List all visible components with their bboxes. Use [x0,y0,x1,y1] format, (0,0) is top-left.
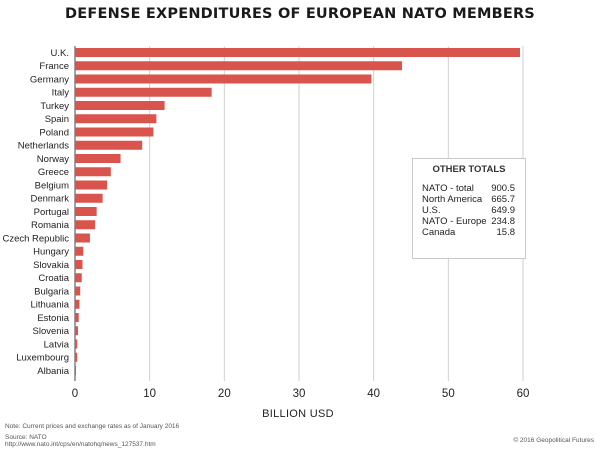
totals-row-value: 234.8 [491,216,515,227]
bar-romania [75,220,96,230]
category-label: Spain [45,114,69,125]
category-label: France [39,61,69,72]
totals-row-label: NATO - total [422,183,474,194]
totals-row: Canada 15.8 [413,227,525,238]
category-label: Romania [31,220,70,231]
category-label: Bulgaria [34,286,70,297]
x-tick-label: 20 [218,388,231,400]
footer-url: http://www.nato.int/cps/en/natohq/news_1… [5,441,156,448]
bar-slovakia [75,260,83,269]
other-totals-box: OTHER TOTALS NATO - total 900.5 North Am… [412,158,526,259]
category-label: Estonia [37,313,69,324]
category-label: Netherlands [18,141,69,152]
x-tick-label: 10 [143,388,156,400]
bar-lithuania [75,299,80,309]
bar-belgium [75,180,108,190]
totals-row-value: 665.7 [491,194,515,205]
footer-credit: © 2016 Geopolitical Futures [513,437,594,444]
totals-row: U.S. 649.9 [413,205,525,216]
bar-spain [75,114,157,124]
x-tick-label: 0 [72,388,78,400]
bar-netherlands [75,140,143,150]
totals-row-label: North America [422,194,483,205]
totals-row: NATO - Europe 234.8 [413,216,525,227]
x-tick-label: 50 [442,388,455,400]
category-label: Poland [39,127,69,138]
category-labels: U.K. France Germany Italy Turkey Spain Poland N… [2,48,69,377]
x-tick-label: 40 [367,388,380,400]
totals-row-value: 649.9 [491,205,515,216]
bars [75,48,521,375]
bar-slovenia [75,326,78,336]
category-label: Hungary [33,247,69,258]
bar-portugal [75,207,97,216]
totals-row-value: 15.8 [496,227,516,238]
bar-latvia [75,339,78,349]
footer-note: Note: Current prices and exchange rates … [5,423,180,430]
bar-hungary [75,246,84,256]
chart-title: DEFENSE EXPENDITURES OF EUROPEAN NATO ME… [65,6,535,22]
category-label: Belgium [35,180,69,191]
category-label: Denmark [30,194,69,205]
category-label: Czech Republic [2,233,69,244]
category-label: Norway [37,154,69,165]
x-axis-label: BILLION USD [262,408,334,420]
category-label: Latvia [44,339,70,350]
bar-norway [75,154,121,163]
bar-greece [75,167,111,177]
totals-row: North America 665.7 [413,194,525,205]
totals-row: NATO - total 900.5 [413,183,525,194]
totals-row-label: NATO - Europe [422,216,487,227]
totals-row-value: 900.5 [491,183,515,194]
bar-croatia [75,273,82,283]
bar-u-k [75,48,521,57]
bar-italy [75,87,212,97]
category-label: Croatia [38,273,69,284]
category-label: Turkey [40,101,69,112]
bar-denmark [75,193,103,203]
bar-poland [75,127,154,137]
category-label: Albania [37,366,69,377]
category-label: Slovenia [33,326,70,337]
category-label: Slovakia [33,260,70,271]
bar-germany [75,74,372,84]
category-label: Greece [38,167,69,178]
totals-row-label: U.S. [422,205,441,216]
bar-france [75,61,403,71]
x-tick-label: 60 [517,388,530,400]
totals-row-label: Canada [422,227,456,238]
bar-turkey [75,101,165,110]
x-tick-labels: 0 10 20 30 40 50 60 [72,388,530,400]
category-label: Luxembourg [16,353,69,364]
other-totals-title: OTHER TOTALS [432,164,506,175]
category-label: Lithuania [30,300,69,311]
x-tick-label: 30 [293,388,306,400]
category-label: Portugal [34,207,69,218]
bar-bulgaria [75,286,81,296]
category-label: U.K. [51,48,69,59]
bar-estonia [75,313,79,322]
footer-source: Source: NATO [5,434,47,441]
bar-albania [75,366,76,375]
category-label: Germany [30,74,69,85]
bar-luxembourg [75,352,78,362]
category-label: Italy [52,88,70,99]
bar-czech-republic [75,233,90,243]
